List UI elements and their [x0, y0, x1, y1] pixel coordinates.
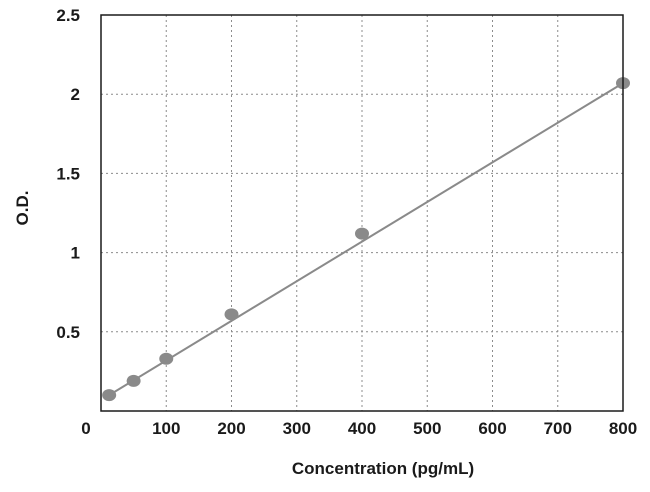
x-tick-label-100: 100	[152, 419, 180, 438]
y-tick-labels: 0.5 1 1.5 2 2.5	[56, 6, 80, 342]
y-tick-label-1.5: 1.5	[56, 164, 80, 183]
plot-frame	[100, 14, 624, 412]
data-point-0	[102, 389, 117, 402]
x-tick-label-700: 700	[544, 419, 572, 438]
x-tick-label-800: 800	[609, 419, 637, 438]
y-axis-label: O.D.	[13, 191, 32, 226]
x-axis-label: Concentration (pg/mL)	[292, 459, 474, 478]
fit-line	[108, 82, 624, 397]
x-tick-label-400: 400	[348, 419, 376, 438]
data-point-3	[224, 308, 239, 321]
x-tick-label-300: 300	[283, 419, 311, 438]
y-tick-label-2: 2	[71, 85, 80, 104]
x-tick-label-500: 500	[413, 419, 441, 438]
fit-line-layer	[108, 82, 624, 397]
grid-lines	[101, 15, 623, 411]
x-tick-label-0: 0	[81, 419, 90, 438]
data-point-4	[355, 227, 369, 240]
x-tick-labels: 0 100 200 300 400 500 600 700 800	[81, 419, 637, 438]
data-points	[102, 77, 630, 402]
x-tick-label-600: 600	[478, 419, 506, 438]
data-point-1	[126, 374, 141, 387]
y-tick-label-1: 1	[71, 244, 80, 263]
x-tick-label-200: 200	[217, 419, 245, 438]
y-tick-label-2.5: 2.5	[56, 6, 80, 25]
data-point-2	[159, 352, 174, 365]
y-tick-label-0.5: 0.5	[56, 323, 80, 342]
